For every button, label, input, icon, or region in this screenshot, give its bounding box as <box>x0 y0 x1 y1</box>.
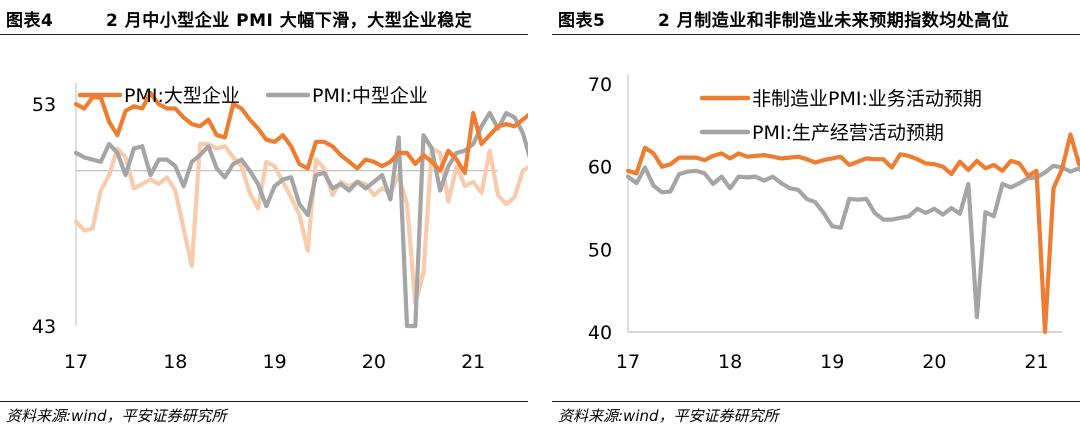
legend-label: PMI:生产经营活动预期 <box>752 122 944 144</box>
y-tick-label: 50 <box>588 239 612 261</box>
y-tick-label: 70 <box>588 74 612 96</box>
chart-panel-left: 图表4 2 月中小型企业 PMI 大幅下滑，大型企业稳定 53 43 17 18 19 20… <box>0 0 528 433</box>
chart-panel-right: 图表5 2 月制造业和非制造业未来预期指数均处高位 70 60 50 40 17 18 19 2… <box>552 0 1080 433</box>
x-tick-label: 18 <box>718 351 742 373</box>
figure-title: 图表5 2 月制造业和非制造业未来预期指数均处高位 <box>558 6 1009 31</box>
y-tick-label: 60 <box>588 157 612 179</box>
series-line <box>73 110 528 329</box>
source-note: 资料来源:wind，平安证券研究所 <box>6 407 227 425</box>
source-rule <box>0 401 528 402</box>
y-tick-label: 40 <box>588 322 612 344</box>
title-rule <box>0 34 528 35</box>
figure-number: 图表4 <box>6 11 54 31</box>
figure-title-text: 2 月中小型企业 PMI 大幅下滑，大型企业稳定 <box>106 11 473 31</box>
y-tick-label: 43 <box>32 316 56 338</box>
title-rule <box>552 34 1080 35</box>
figure-number: 图表5 <box>558 11 606 31</box>
x-tick-label: 18 <box>163 351 187 373</box>
legend-label: 非制造业PMI:业务活动预期 <box>752 88 982 110</box>
x-tick-label: 19 <box>262 351 286 373</box>
x-tick-label: 20 <box>362 351 386 373</box>
y-tick-label: 53 <box>32 94 56 116</box>
x-tick-label: 19 <box>820 351 844 373</box>
x-tick-label: 20 <box>922 351 946 373</box>
series-line <box>625 163 1080 320</box>
x-tick-label: 17 <box>64 351 88 373</box>
x-tick-label: 17 <box>616 351 640 373</box>
x-tick-label: 21 <box>1024 351 1048 373</box>
line-chart-pmi-size: 53 43 17 18 19 20 21 PMI:大型企业 PMI:中型企业 <box>32 83 528 373</box>
legend-label: PMI:中型企业 <box>312 85 428 107</box>
series-line <box>73 90 528 175</box>
series-line <box>73 141 528 306</box>
series-line <box>625 132 1080 335</box>
x-tick-label: 21 <box>461 351 485 373</box>
source-note: 资料来源:wind，平安证券研究所 <box>558 407 779 425</box>
source-rule <box>552 401 1080 402</box>
legend-label: PMI:大型企业 <box>124 85 240 107</box>
figure-title: 图表4 2 月中小型企业 PMI 大幅下滑，大型企业稳定 <box>6 6 472 31</box>
figure-title-text: 2 月制造业和非制造业未来预期指数均处高位 <box>658 11 1010 31</box>
